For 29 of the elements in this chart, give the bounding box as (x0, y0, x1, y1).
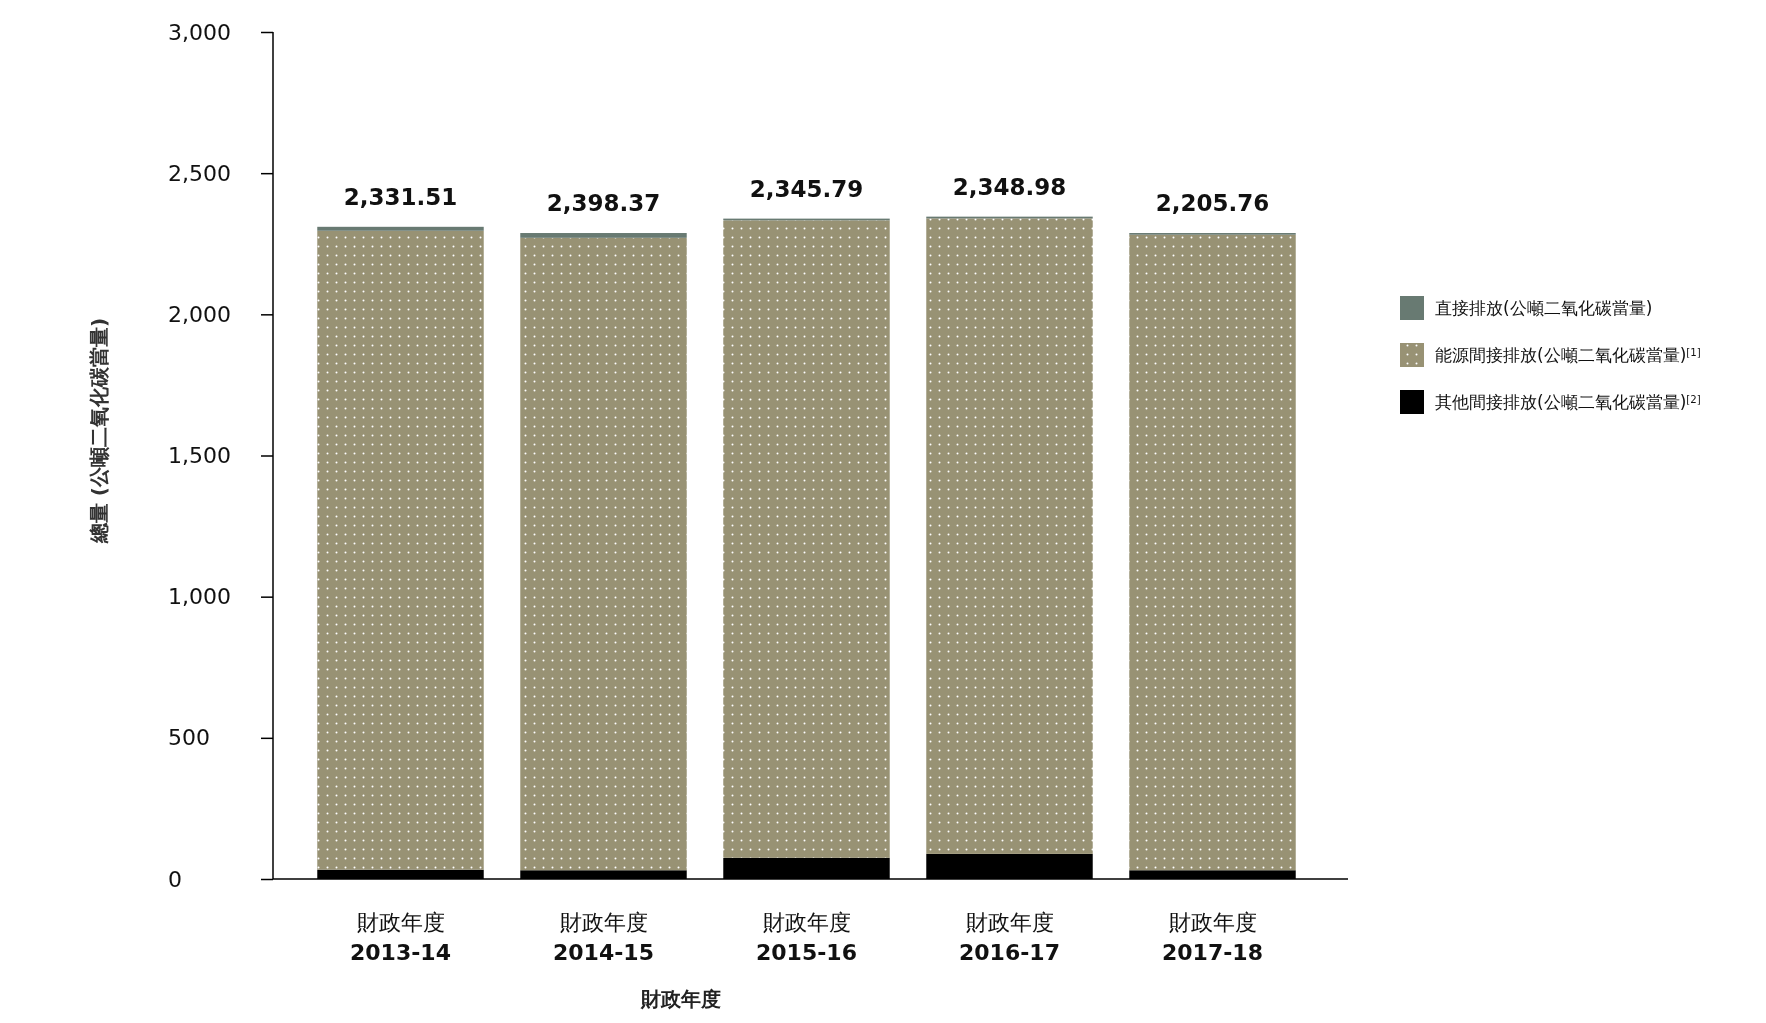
y-tick-label: 1,500 (168, 443, 231, 469)
y-tick-label: 2,500 (168, 160, 231, 186)
x-axis-title: 財政年度 (639, 987, 721, 1011)
annotation: 2,205.76 (1155, 190, 1270, 217)
bar (1129, 234, 1296, 871)
bar (926, 218, 1093, 854)
x-tick-label: 財政年度 2015-16 (756, 910, 857, 965)
legend-label: 直接排放(公噸二氧化碳當量) (1435, 297, 1653, 318)
annotation: 2,398.37 (546, 190, 661, 217)
y-tick-label: 500 (168, 725, 210, 751)
y-tick-label: 2,000 (168, 301, 231, 327)
x-tick-label: 財政年度 2013-14 (350, 910, 451, 965)
legend-label: 能源間接排放(公噸二氧化碳當量)$^{[1]}$ (1435, 344, 1701, 365)
bar (520, 233, 687, 238)
bar (520, 237, 687, 871)
y-tick-label: 0 (168, 866, 182, 892)
y-axis-title: 總量 (公噸二氧化碳當量) (87, 317, 111, 545)
x-tick-label: 財政年度 2017-18 (1162, 910, 1263, 965)
x-tick-label: 財政年度 2014-15 (553, 910, 654, 965)
bar (723, 220, 890, 858)
y-tick-label: 3,000 (168, 19, 231, 45)
bar (317, 226, 484, 231)
bar (317, 230, 484, 870)
annotation: 2,348.98 (952, 173, 1067, 200)
y-tick-label: 1,000 (168, 584, 231, 610)
x-tick-label: 財政年度 2016-17 (959, 910, 1060, 965)
legend-label: 其他間接排放(公噸二氧化碳當量)$^{[2]}$ (1435, 391, 1701, 412)
annotation: 2,345.79 (749, 175, 864, 202)
annotation: 2,331.51 (343, 183, 458, 210)
